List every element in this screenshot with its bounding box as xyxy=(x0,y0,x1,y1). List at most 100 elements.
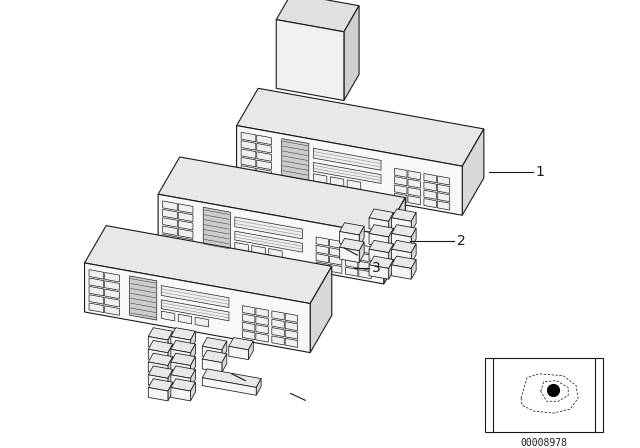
Polygon shape xyxy=(148,379,173,391)
Polygon shape xyxy=(408,179,420,188)
Polygon shape xyxy=(392,249,412,263)
Polygon shape xyxy=(241,149,256,159)
Polygon shape xyxy=(388,244,394,263)
Polygon shape xyxy=(314,163,381,184)
Polygon shape xyxy=(384,198,405,284)
Polygon shape xyxy=(148,336,168,350)
Polygon shape xyxy=(340,223,364,235)
Polygon shape xyxy=(392,209,416,221)
Polygon shape xyxy=(191,370,195,388)
Polygon shape xyxy=(243,314,255,323)
Polygon shape xyxy=(168,370,173,388)
Polygon shape xyxy=(84,226,332,304)
Polygon shape xyxy=(272,336,284,345)
Polygon shape xyxy=(148,353,173,366)
Polygon shape xyxy=(191,331,195,350)
Polygon shape xyxy=(179,220,193,230)
Polygon shape xyxy=(168,331,173,350)
Polygon shape xyxy=(257,160,271,170)
Polygon shape xyxy=(285,338,298,347)
Polygon shape xyxy=(285,322,298,331)
Polygon shape xyxy=(269,249,282,258)
Polygon shape xyxy=(89,278,104,288)
Polygon shape xyxy=(392,233,412,248)
Polygon shape xyxy=(241,141,256,150)
Polygon shape xyxy=(395,185,407,194)
Polygon shape xyxy=(171,349,191,362)
Polygon shape xyxy=(171,353,195,366)
Polygon shape xyxy=(202,359,222,372)
Polygon shape xyxy=(369,225,394,237)
Polygon shape xyxy=(392,265,412,279)
Polygon shape xyxy=(235,217,303,239)
Polygon shape xyxy=(347,180,361,190)
Polygon shape xyxy=(171,375,191,388)
Polygon shape xyxy=(148,362,168,375)
Polygon shape xyxy=(256,333,268,342)
Polygon shape xyxy=(222,354,227,372)
Polygon shape xyxy=(228,346,248,360)
Polygon shape xyxy=(316,237,328,246)
Polygon shape xyxy=(168,344,173,362)
Polygon shape xyxy=(330,256,342,265)
Polygon shape xyxy=(395,177,407,185)
Polygon shape xyxy=(148,349,168,362)
Polygon shape xyxy=(359,226,364,247)
Polygon shape xyxy=(163,209,177,219)
Polygon shape xyxy=(163,218,177,227)
Polygon shape xyxy=(310,266,332,353)
Polygon shape xyxy=(276,20,344,100)
Polygon shape xyxy=(330,248,342,257)
Polygon shape xyxy=(243,331,255,340)
Polygon shape xyxy=(235,242,248,252)
Polygon shape xyxy=(437,176,450,185)
Polygon shape xyxy=(369,249,388,263)
Polygon shape xyxy=(424,198,436,207)
Polygon shape xyxy=(340,232,359,247)
Polygon shape xyxy=(369,233,388,248)
Polygon shape xyxy=(257,143,271,153)
Polygon shape xyxy=(89,295,104,304)
Polygon shape xyxy=(346,242,358,251)
Circle shape xyxy=(548,384,559,396)
Polygon shape xyxy=(148,375,168,388)
Polygon shape xyxy=(359,242,364,263)
Polygon shape xyxy=(163,226,177,236)
Polygon shape xyxy=(257,168,271,178)
Polygon shape xyxy=(395,193,407,202)
Polygon shape xyxy=(195,317,209,327)
Polygon shape xyxy=(424,173,436,183)
Polygon shape xyxy=(369,265,388,279)
Polygon shape xyxy=(130,276,157,320)
Polygon shape xyxy=(158,194,384,284)
Polygon shape xyxy=(161,285,229,308)
Polygon shape xyxy=(202,337,227,350)
Text: 2: 2 xyxy=(458,234,466,248)
Polygon shape xyxy=(388,212,394,232)
Polygon shape xyxy=(202,378,256,395)
Polygon shape xyxy=(171,327,195,340)
Polygon shape xyxy=(462,129,484,215)
Polygon shape xyxy=(204,207,230,251)
Text: 3: 3 xyxy=(372,261,381,275)
Polygon shape xyxy=(158,157,405,235)
Polygon shape xyxy=(316,262,328,271)
Polygon shape xyxy=(424,182,436,191)
Polygon shape xyxy=(408,187,420,196)
Polygon shape xyxy=(412,212,416,232)
Polygon shape xyxy=(179,204,193,213)
Polygon shape xyxy=(359,261,371,271)
Polygon shape xyxy=(191,382,195,401)
Polygon shape xyxy=(105,306,120,315)
Polygon shape xyxy=(148,327,173,340)
Polygon shape xyxy=(168,357,173,375)
Polygon shape xyxy=(369,241,394,253)
Polygon shape xyxy=(237,88,484,166)
Polygon shape xyxy=(330,177,344,186)
Polygon shape xyxy=(285,313,298,323)
Polygon shape xyxy=(179,229,193,238)
Polygon shape xyxy=(412,259,416,279)
Polygon shape xyxy=(314,174,327,184)
Polygon shape xyxy=(392,218,412,232)
Polygon shape xyxy=(168,382,173,401)
